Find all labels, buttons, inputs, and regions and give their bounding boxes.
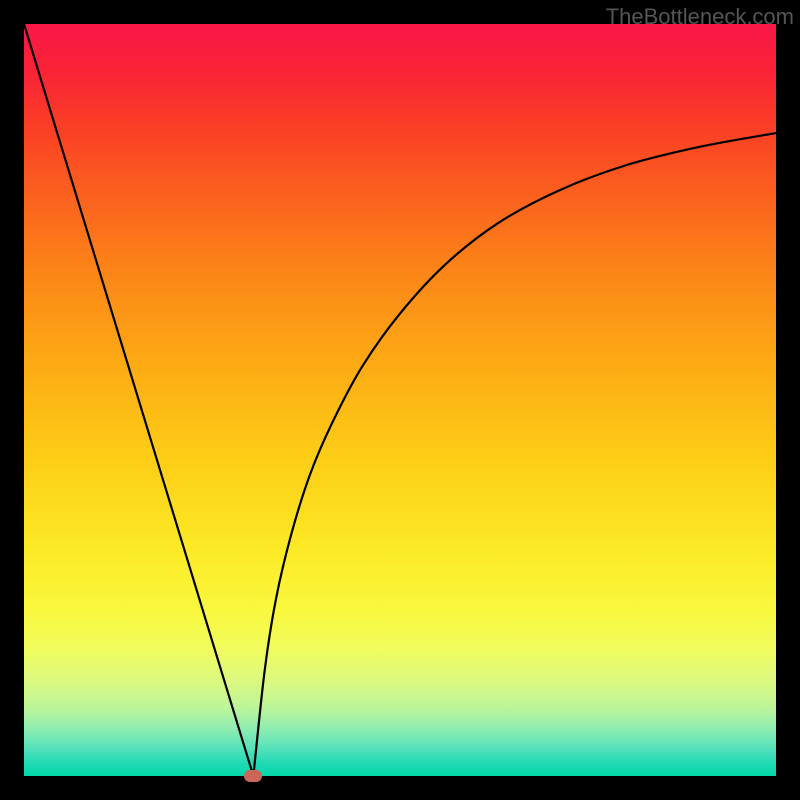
bottleneck-curve xyxy=(24,24,776,776)
chart-container: TheBottleneck.com xyxy=(0,0,800,800)
min-marker xyxy=(244,770,262,782)
plot-area xyxy=(24,24,776,776)
curve-layer xyxy=(24,24,776,776)
watermark-text: TheBottleneck.com xyxy=(606,4,794,30)
